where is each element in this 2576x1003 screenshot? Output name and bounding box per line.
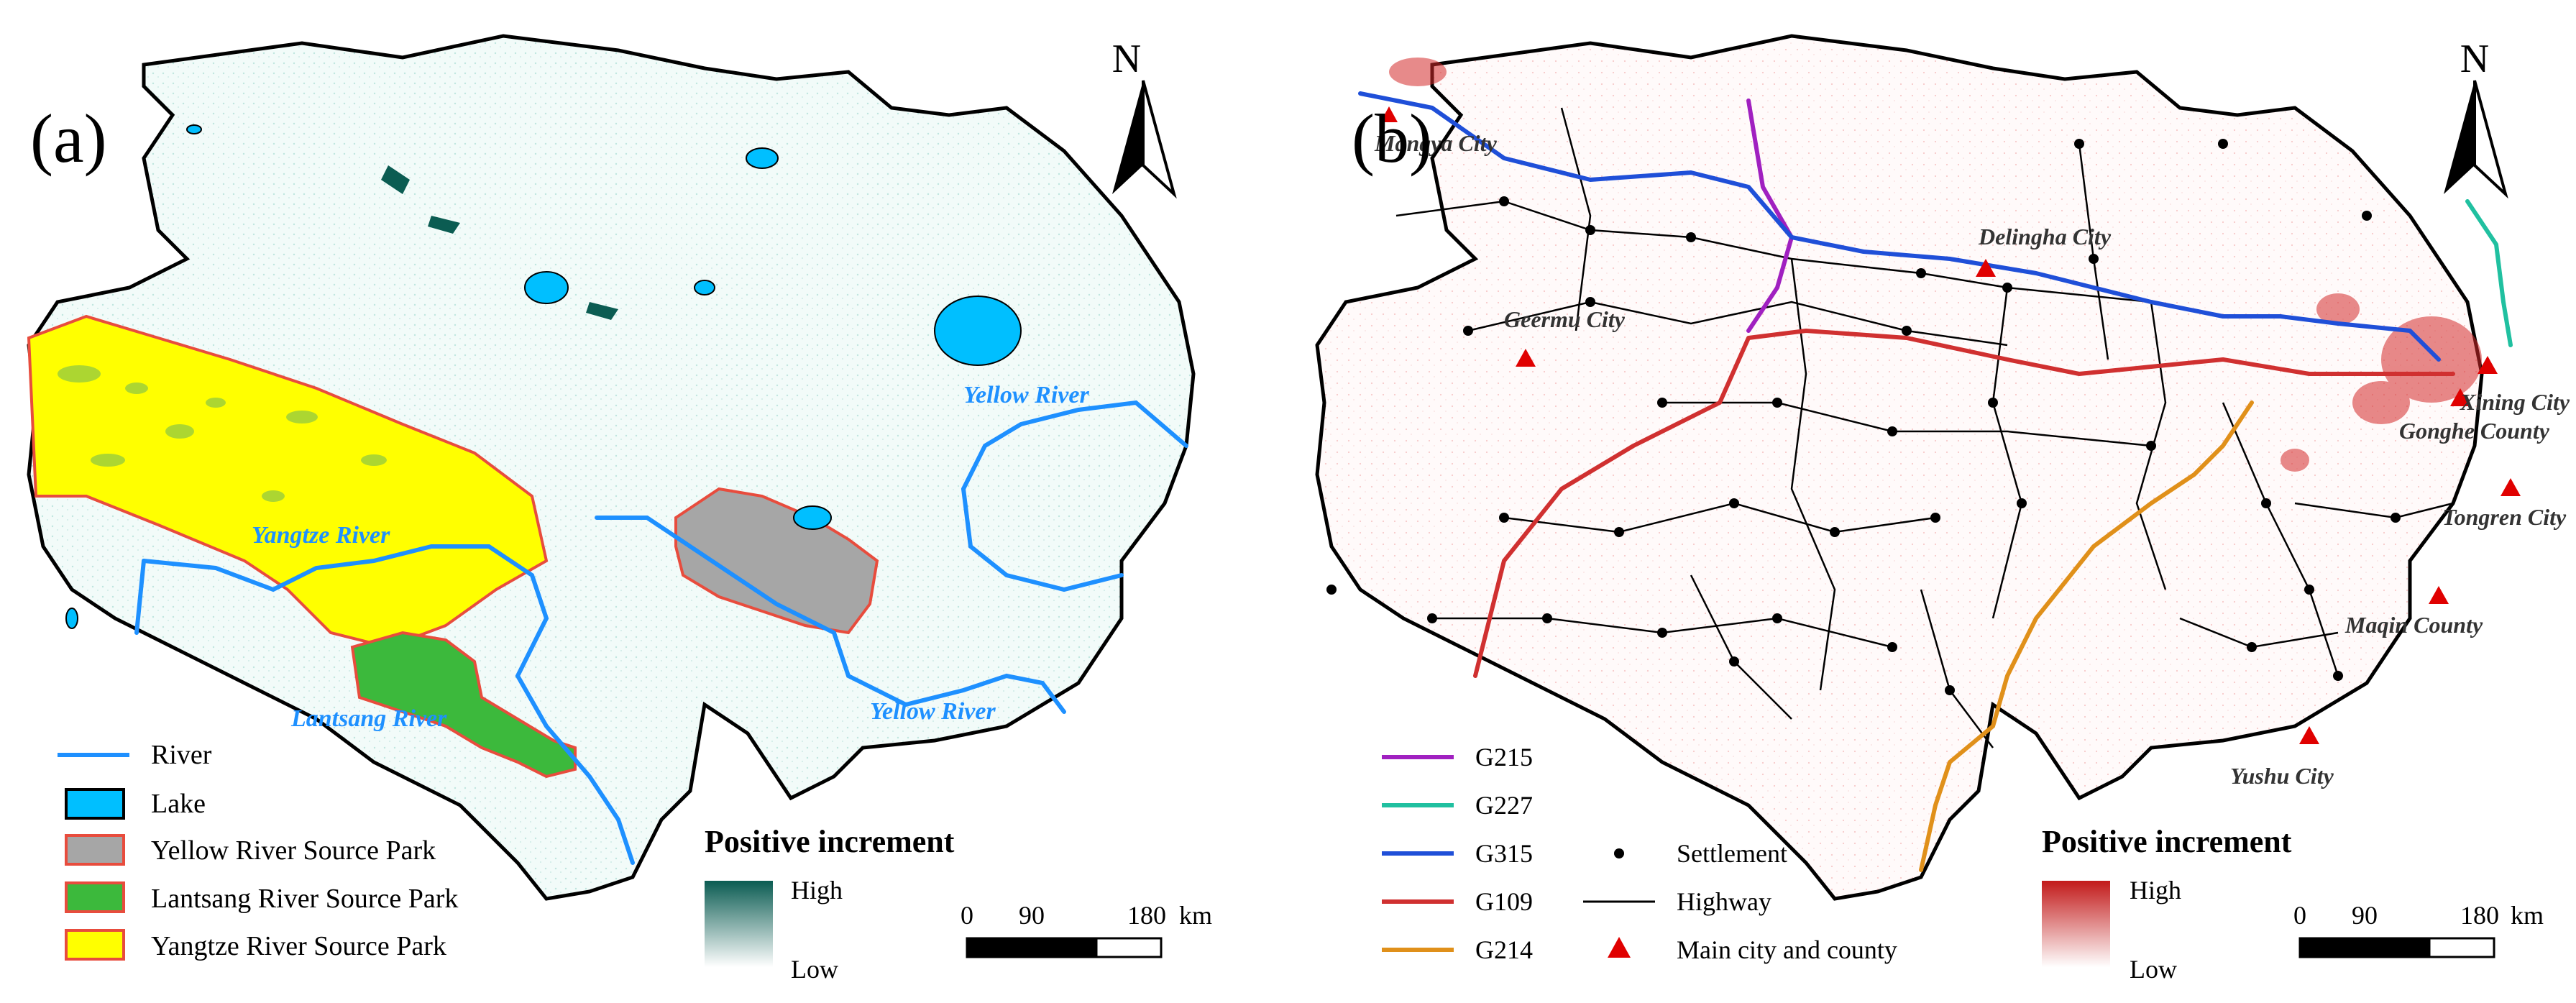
svg-text:G315: G315 — [1475, 839, 1533, 868]
city-label-geermu: Geermu City — [1504, 306, 1626, 332]
ramp-b: Positive increment High Low — [2042, 824, 2292, 984]
ramp-b-low: Low — [2130, 955, 2177, 984]
road-g109 — [1473, 329, 2455, 678]
road-g227 — [2465, 199, 2513, 347]
yangtze-source-park — [27, 314, 549, 649]
legend-a-lantsang-park: Lantsang River Source Park — [151, 884, 458, 914]
road-g214 — [1919, 400, 2254, 872]
scale-bar-a: 0 90 180 km — [961, 901, 1212, 958]
north-arrow-icon: N — [1112, 37, 1177, 199]
svg-text:180: 180 — [2460, 901, 2499, 930]
svg-text:0: 0 — [961, 901, 973, 930]
svg-text:90: 90 — [1019, 901, 1045, 930]
river-label-yellow-1: Yellow River — [963, 382, 1089, 408]
city-label-delingha: Delingha City — [1978, 224, 2112, 249]
lakes — [65, 124, 1022, 629]
city-label-yushu: Yushu City — [2230, 763, 2334, 789]
legend-a: River Lake Yellow River Source Park Lant… — [58, 740, 458, 961]
panel-label-b: (b) — [1352, 100, 1432, 177]
legend-b-roads: G215 G227 G315 G109 G214 — [1382, 743, 1533, 964]
svg-text:Main city and county: Main city and county — [1677, 935, 1897, 964]
svg-text:km: km — [1179, 901, 1212, 930]
svg-text:Settlement: Settlement — [1677, 839, 1787, 868]
ramp-a-low: Low — [791, 955, 838, 984]
panel-b-map: Mangya City Delingha City Geermu City Xi… — [1288, 0, 2576, 1003]
svg-text:N: N — [1112, 37, 1141, 81]
settlements — [1326, 139, 2401, 695]
city-label-maqin: Maqin County — [2344, 612, 2483, 638]
legend-a-yangtze-park: Yangtze River Source Park — [151, 931, 446, 961]
svg-text:0: 0 — [2293, 901, 2306, 930]
river-label-lantsang: Lantsang River — [290, 705, 447, 732]
scale-bar-b: 0 90 180 km — [2293, 901, 2544, 958]
svg-text:G215: G215 — [1475, 743, 1533, 771]
svg-text:N: N — [2460, 37, 2489, 81]
ramp-a-high: High — [791, 876, 843, 904]
river-label-yangtze: Yangtze River — [252, 522, 390, 549]
svg-text:180: 180 — [1127, 901, 1166, 930]
svg-text:km: km — [2511, 901, 2544, 930]
legend-a-lake: Lake — [151, 789, 206, 819]
panel-a-map: Yellow River Yellow River Yangtze River … — [27, 34, 1212, 984]
legend-a-yellow-park: Yellow River Source Park — [151, 835, 436, 866]
ramp-b-title: Positive increment — [2042, 824, 2292, 859]
svg-text:G227: G227 — [1475, 791, 1533, 820]
ramp-a-title: Positive increment — [705, 824, 955, 859]
yellow-source-park — [674, 487, 879, 635]
road-g315 — [1358, 91, 2441, 362]
svg-text:Highway: Highway — [1677, 887, 1771, 916]
panel-label-a: (a) — [30, 100, 107, 177]
city-label-mangya: Mangya City — [1374, 130, 1498, 156]
rivers — [134, 400, 1188, 865]
province-outline — [1315, 34, 2484, 901]
svg-text:90: 90 — [2352, 901, 2378, 930]
city-label-gonghe: Gonghe County — [2399, 418, 2550, 444]
svg-text:G214: G214 — [1475, 935, 1533, 964]
ramp-a: Positive increment High Low — [705, 824, 955, 984]
city-label-xining: Xining City — [2460, 389, 2570, 415]
legend-b-symbols: Settlement Highway Main city and county — [1583, 839, 1897, 964]
main-cities — [1380, 106, 2521, 744]
legend-a-river: River — [151, 740, 212, 770]
north-arrow-icon: N — [2444, 37, 2508, 199]
national-roads — [1358, 91, 2513, 872]
city-label-tongren: Tongren City — [2442, 504, 2567, 530]
ramp-b-high: High — [2130, 876, 2181, 904]
river-label-yellow-2: Yellow River — [870, 698, 996, 725]
svg-text:G109: G109 — [1475, 887, 1533, 916]
